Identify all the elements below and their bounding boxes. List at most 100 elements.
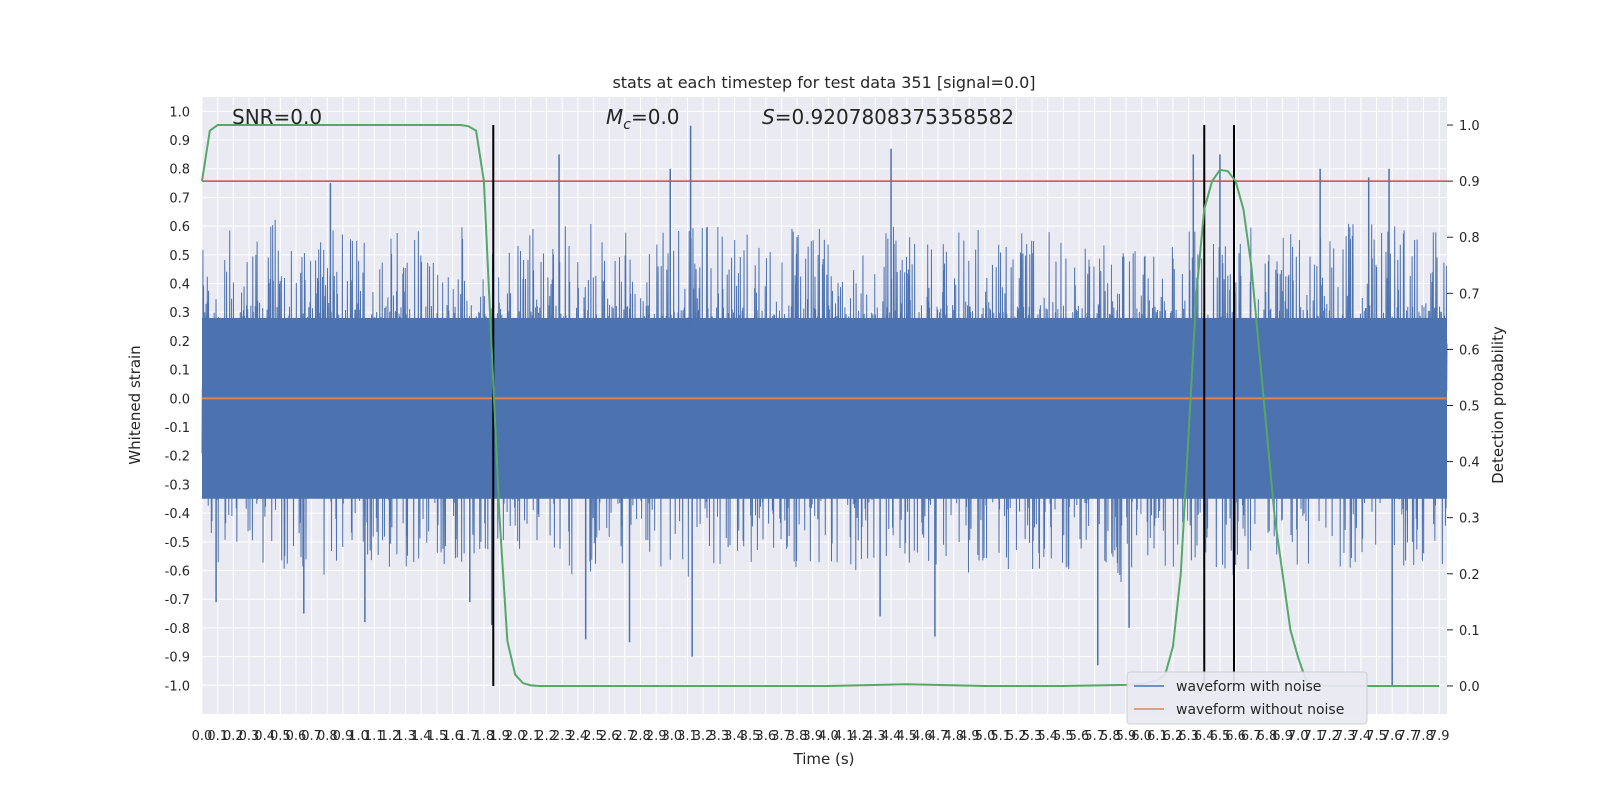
- x-tick-label: 5.8: [1100, 729, 1121, 744]
- x-axis: 0.00.10.20.30.40.50.60.70.80.91.01.11.21…: [192, 729, 1450, 744]
- x-tick-label: 3.9: [802, 729, 823, 744]
- y-tick-label: 0.0: [169, 392, 190, 407]
- x-tick-label: 3.2: [693, 729, 714, 744]
- x-tick-label: 3.4: [724, 729, 745, 744]
- x-tick-label: 7.9: [1429, 729, 1450, 744]
- x-tick-label: 0.1: [207, 729, 228, 744]
- y-tick-label: 0.7: [169, 191, 190, 206]
- x-tick-label: 4.8: [943, 729, 964, 744]
- x-tick-label: 1.5: [427, 729, 448, 744]
- y-right-tick-label: 0.7: [1459, 287, 1480, 302]
- y-tick-label: -0.5: [165, 536, 190, 551]
- x-tick-label: 7.6: [1382, 729, 1403, 744]
- x-tick-label: 1.4: [411, 729, 432, 744]
- y-tick-label: 0.6: [169, 220, 190, 235]
- x-tick-label: 6.5: [1210, 729, 1231, 744]
- x-tick-label: 1.0: [348, 729, 369, 744]
- y-tick-label: 0.8: [169, 163, 190, 178]
- x-tick-label: 4.2: [849, 729, 870, 744]
- x-tick-label: 1.1: [364, 729, 385, 744]
- legend-box: [1126, 671, 1368, 725]
- x-tick-label: 5.0: [975, 729, 996, 744]
- y-tick-label: -0.8: [165, 622, 190, 637]
- x-tick-label: 5.7: [1084, 729, 1105, 744]
- x-tick-label: 0.9: [333, 729, 354, 744]
- y-tick-label: -0.3: [165, 478, 190, 493]
- y-tick-label: -1.0: [165, 679, 190, 694]
- x-tick-label: 6.8: [1257, 729, 1278, 744]
- y-tick-label: 0.2: [169, 335, 190, 350]
- x-tick-label: 2.0: [505, 729, 526, 744]
- y-tick-label: -0.9: [165, 651, 190, 666]
- x-tick-label: 7.1: [1304, 729, 1325, 744]
- y-right-tick-label: 0.0: [1459, 680, 1480, 695]
- y-right-tick-label: 0.3: [1459, 512, 1480, 527]
- x-tick-label: 7.7: [1398, 729, 1419, 744]
- x-tick-label: 4.1: [834, 729, 855, 744]
- y-tick-label: -0.1: [165, 421, 190, 436]
- x-tick-label: 6.0: [1131, 729, 1152, 744]
- x-tick-label: 6.1: [1147, 729, 1168, 744]
- legend-label-noise: waveform with noise: [1176, 679, 1321, 695]
- detection-probability-line: [201, 124, 1440, 687]
- y-right-tick-label: 0.4: [1459, 456, 1480, 471]
- x-tick-label: 6.4: [1194, 729, 1215, 744]
- line-layer: [201, 124, 1447, 687]
- x-tick-label: 5.3: [1022, 729, 1043, 744]
- x-tick-label: 6.7: [1241, 729, 1262, 744]
- x-tick-label: 4.6: [912, 729, 933, 744]
- x-tick-label: 1.8: [474, 729, 495, 744]
- x-tick-label: 7.8: [1413, 729, 1434, 744]
- x-tick-label: 3.0: [661, 729, 682, 744]
- y-right-tick-label: 0.9: [1459, 175, 1480, 190]
- y-tick-label: 0.9: [169, 134, 190, 149]
- x-tick-label: 0.3: [239, 729, 260, 744]
- y-tick-label: 0.4: [169, 278, 190, 293]
- x-tick-label: 3.1: [677, 729, 698, 744]
- y-right-tick-label: 0.1: [1459, 624, 1480, 639]
- y-right-tick-label: 0.6: [1459, 343, 1480, 358]
- waveform-with-noise-series: [201, 125, 1448, 686]
- x-tick-label: 5.5: [1053, 729, 1074, 744]
- y-tick-label: -0.6: [165, 565, 190, 580]
- x-tick-label: 4.4: [881, 729, 902, 744]
- x-tick-label: 1.6: [442, 729, 463, 744]
- x-tick-label: 7.4: [1351, 729, 1372, 744]
- x-tick-label: 2.3: [552, 729, 573, 744]
- x-tick-label: 6.3: [1178, 729, 1199, 744]
- x-tick-label: 2.1: [521, 729, 542, 744]
- y-axis-label: Whitened strain: [126, 345, 144, 464]
- x-tick-label: 0.6: [286, 729, 307, 744]
- x-tick-label: 4.0: [818, 729, 839, 744]
- x-tick-label: 4.7: [928, 729, 949, 744]
- x-tick-label: 4.5: [896, 729, 917, 744]
- y-right-tick-label: 0.5: [1459, 400, 1480, 415]
- x-tick-label: 0.8: [317, 729, 338, 744]
- x-tick-label: 2.5: [583, 729, 604, 744]
- x-tick-label: 7.0: [1288, 729, 1309, 744]
- legend: waveform with noise waveform without noi…: [1126, 671, 1368, 725]
- x-tick-label: 0.4: [254, 729, 275, 744]
- y-tick-label: 0.1: [169, 364, 190, 379]
- x-tick-label: 5.4: [1037, 729, 1058, 744]
- x-tick-label: 1.2: [380, 729, 401, 744]
- y-tick-label: -0.7: [165, 593, 190, 608]
- x-tick-label: 3.3: [708, 729, 729, 744]
- x-axis-label: Time (s): [793, 750, 855, 768]
- y-right-tick-label: 0.8: [1459, 231, 1480, 246]
- x-tick-label: 6.9: [1272, 729, 1293, 744]
- x-tick-label: 6.2: [1163, 729, 1184, 744]
- score-annotation: S=0.9207808375358582: [762, 105, 1014, 129]
- y-tick-label: 1.0: [169, 105, 190, 120]
- y-right-tick-label: 1.0: [1459, 119, 1480, 134]
- y-right-tick-label: 0.2: [1459, 568, 1480, 583]
- legend-label-clean: waveform without noise: [1176, 702, 1344, 718]
- x-tick-label: 1.7: [458, 729, 479, 744]
- x-tick-label: 5.9: [1116, 729, 1137, 744]
- x-tick-label: 0.0: [192, 729, 213, 744]
- x-tick-label: 3.8: [787, 729, 808, 744]
- x-tick-label: 1.3: [395, 729, 416, 744]
- snr-annotation: SNR=0.0: [232, 105, 322, 129]
- x-tick-label: 5.6: [1069, 729, 1090, 744]
